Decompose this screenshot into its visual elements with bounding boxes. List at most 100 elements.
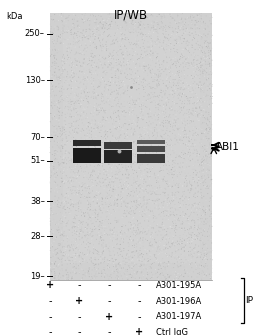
Point	[101, 33, 105, 39]
Point	[197, 270, 201, 275]
Point	[132, 131, 136, 136]
Point	[111, 238, 115, 244]
Point	[95, 229, 99, 234]
Point	[102, 238, 106, 243]
Point	[65, 161, 69, 166]
Point	[207, 214, 211, 219]
Point	[99, 21, 103, 26]
Point	[102, 29, 106, 35]
Point	[161, 241, 165, 247]
Point	[74, 259, 78, 265]
Point	[129, 123, 133, 128]
Point	[97, 57, 101, 62]
Point	[96, 111, 100, 117]
Point	[61, 57, 65, 62]
Point	[65, 69, 69, 75]
Point	[59, 81, 63, 86]
Point	[152, 154, 156, 159]
Point	[129, 127, 133, 132]
Point	[123, 201, 127, 206]
Point	[64, 123, 68, 129]
Point	[175, 274, 179, 279]
Point	[52, 26, 56, 31]
Point	[72, 244, 76, 249]
Point	[161, 78, 165, 83]
Point	[112, 200, 116, 206]
Point	[79, 157, 83, 162]
Point	[120, 158, 124, 163]
Point	[116, 66, 120, 72]
Point	[182, 188, 186, 193]
Point	[131, 98, 135, 103]
Point	[140, 134, 144, 139]
Point	[143, 247, 147, 252]
Point	[94, 183, 99, 188]
Point	[49, 268, 53, 274]
Point	[118, 262, 122, 268]
Point	[132, 60, 136, 65]
Point	[77, 74, 81, 80]
Point	[174, 52, 178, 58]
Point	[136, 174, 140, 180]
Point	[52, 124, 57, 129]
Point	[89, 122, 93, 127]
Point	[201, 131, 205, 136]
Point	[138, 22, 142, 27]
Point	[159, 19, 163, 24]
Point	[198, 68, 202, 74]
Point	[103, 271, 107, 276]
Point	[107, 171, 111, 176]
Point	[130, 184, 134, 189]
Point	[87, 271, 91, 276]
Point	[106, 26, 111, 31]
Point	[50, 105, 55, 111]
Point	[193, 124, 197, 130]
Point	[183, 242, 187, 247]
Point	[97, 130, 101, 135]
Point	[189, 73, 194, 78]
Point	[123, 117, 127, 122]
Point	[203, 26, 207, 31]
Point	[138, 230, 142, 236]
Point	[50, 84, 54, 89]
Point	[98, 221, 102, 226]
Point	[181, 80, 185, 85]
Point	[110, 175, 114, 180]
Point	[132, 245, 136, 250]
Point	[187, 246, 191, 252]
Point	[164, 42, 168, 47]
Point	[94, 82, 99, 88]
Point	[207, 75, 211, 81]
Point	[189, 232, 193, 238]
Point	[60, 71, 64, 76]
Point	[140, 29, 144, 35]
Point	[48, 77, 52, 82]
Point	[120, 145, 124, 150]
Point	[180, 162, 184, 168]
Point	[56, 198, 60, 203]
Point	[148, 254, 153, 259]
Point	[74, 219, 79, 225]
Point	[183, 126, 187, 132]
Point	[53, 176, 57, 182]
Point	[126, 59, 131, 64]
Point	[147, 119, 151, 124]
Point	[71, 121, 76, 127]
Point	[48, 180, 52, 186]
Point	[145, 198, 149, 203]
Point	[88, 186, 92, 192]
Point	[193, 219, 197, 225]
Point	[113, 135, 118, 141]
Point	[181, 91, 185, 96]
Point	[199, 98, 203, 103]
Point	[74, 105, 78, 110]
Point	[70, 68, 74, 73]
Point	[187, 15, 191, 21]
Point	[179, 257, 183, 262]
Point	[134, 183, 138, 188]
Point	[62, 165, 66, 171]
Point	[155, 74, 159, 79]
Point	[157, 239, 161, 244]
Point	[167, 67, 171, 72]
Point	[161, 274, 165, 279]
